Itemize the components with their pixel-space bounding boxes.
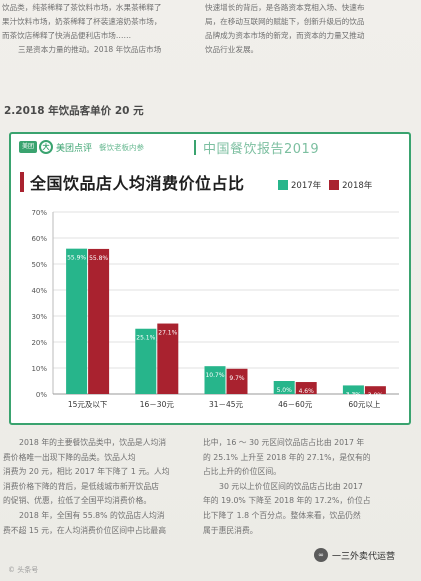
legend-label-2017: 2017年 [291, 181, 322, 191]
legend-item-2017: 2017年 [278, 179, 321, 191]
legend-item-2018: 2018年 [329, 179, 372, 191]
data-label: 3.3% [346, 391, 362, 398]
chart-frame: 美团 大 美团点评 餐饮老板内参 中国餐饮报告2019 全国饮品店人均消费价位占… [9, 132, 411, 425]
y-tick-label: 60% [31, 235, 47, 243]
y-tick-label: 50% [31, 261, 47, 269]
x-tick-label: 60元以上 [348, 400, 381, 409]
bar-2018年-46－60元 [295, 382, 317, 394]
bar-chart-plot: 0% 10% 20% 30% 40% 50% 60% 70% 55.9% 55.8% 15元及以下 2… [31, 209, 399, 409]
text-line: 年的 19.0% 下降至 2018 年的 17.2%，价位占 [203, 496, 371, 506]
text-line: 消费价格下降的背后，是低线城市新开饮品店 [3, 481, 159, 491]
section-heading: 2.2018 年饮品客单价 20 元 [4, 105, 144, 117]
bar-2018年-60元以上 [364, 386, 386, 394]
y-tick-label: 20% [31, 339, 47, 347]
bar-2017年-31－45元 [204, 366, 226, 394]
frame-header: 美团 大 美团点评 餐饮老板内参 中国餐饮报告2019 [11, 134, 409, 160]
text-line: 果汁饮料市场，奶茶稀释了杯装速溶奶茶市场， [2, 17, 162, 26]
x-tick-label: 31－45元 [209, 400, 244, 409]
data-label: 3.0% [368, 392, 384, 399]
bar-2017年-16－30元 [135, 328, 157, 394]
title-marker [20, 172, 24, 192]
text-line: 的 25.1% 上升至 2018 年的 27.1%，是仅有的 [203, 452, 371, 462]
text-line: 快速增长的背后，是各路资本竞相入场、快速布 [205, 3, 365, 12]
bar-2017年-46－60元 [273, 381, 295, 394]
text-line: 比中，16 ～ 30 元区间饮品店占比由 2017 年 [203, 438, 365, 447]
legend-label-2018: 2018年 [342, 181, 373, 191]
text-line: 2018 年，全国有 55.8% 的饮品店人均消 [19, 510, 165, 520]
data-label: 10.7% [205, 372, 224, 379]
bar-2018年-31－45元 [226, 368, 248, 394]
bar-2017年-60元以上 [342, 385, 364, 394]
legend-swatch-2018 [329, 180, 340, 190]
x-tick-label: 15元及以下 [68, 400, 108, 409]
chart-legend: 2017年 2018年 [278, 178, 380, 192]
body-text-right: 比中，16 ～ 30 元区间饮品店占比由 2017 年 的 25.1% 上升至 … [203, 436, 411, 538]
text-line: 费不超 15 元，在人均消费价位区间中占比最高 [3, 525, 167, 535]
wechat-account-icon: ∞ [314, 548, 328, 562]
data-label: 55.8% [89, 255, 108, 262]
header-divider [194, 140, 196, 155]
bar-2018年-16－30元 [157, 323, 179, 394]
text-line: 饮品行业发展。 [205, 45, 259, 54]
y-tick-label: 0% [36, 391, 47, 399]
text-line: 三是资本力量的推动。2018 年饮品店市场 [18, 45, 162, 54]
text-line: 比下降了 1.8 个百分点。整体来看，饮品仍然 [203, 510, 361, 520]
legend-swatch-2017 [278, 180, 288, 190]
text-line: 费价格唯一出现下降的品类。饮品人均 [3, 452, 136, 462]
text-line: 饮品类，纯茶稀释了茶饮料市场，水果茶稀释了 [2, 3, 162, 12]
text-line: 30 元以上价位区间的饮品店占比由 2017 [219, 481, 363, 491]
y-tick-label: 40% [31, 287, 47, 295]
y-tick-label: 30% [31, 313, 47, 321]
chart-title: 全国饮品店人均消费价位占比 [30, 174, 245, 193]
watermark-left: © 头条号 [8, 566, 39, 574]
data-label: 4.6% [299, 388, 315, 395]
text-line: 属于惠民消费。 [203, 525, 258, 535]
brand-badge-icon: 大 [39, 140, 53, 154]
data-label: 27.1% [158, 330, 177, 337]
top-text-right: 快速增长的背后，是各路资本竞相入场、快速布 局，在移动互联网的赋能下，创新升级后… [205, 1, 411, 57]
text-line: 而茶饮店稀释了快消品便利店市场…… [2, 31, 132, 40]
brand-series: 餐饮老板内参 [99, 143, 144, 152]
bar-2017年-15元及以下 [66, 248, 88, 394]
bar-2018年-15元及以下 [88, 248, 110, 394]
text-line: 占比上升的价位区间。 [203, 467, 281, 477]
y-tick-label: 10% [31, 365, 47, 373]
text-line: 品牌成为资本市场的新宠，而资本的力量又推动 [205, 31, 365, 40]
data-label: 25.1% [136, 335, 155, 342]
body-text-left: 2018 年的主要餐饮品类中，饮品是人均消 费价格唯一出现下降的品类。饮品人均 … [3, 436, 199, 538]
text-line: 消费为 20 元，相比 2017 年下降了 1 元。人均 [3, 467, 170, 477]
x-tick-label: 46－60元 [278, 400, 313, 409]
y-tick-label: 70% [31, 209, 47, 217]
brand-name: 美团点评 [56, 144, 93, 154]
text-line: 的促销、优惠，拉低了全国平均消费价格。 [3, 496, 152, 506]
top-text-columns: 饮品类，纯茶稀释了茶饮料市场，水果茶稀释了 果汁饮料市场，奶茶稀释了杯装速溶奶茶… [0, 0, 421, 70]
watermark-right: ∞ 一三外卖代运营 [314, 548, 395, 562]
watermark-account-name: 一三外卖代运营 [332, 551, 396, 562]
data-label: 9.7% [229, 375, 245, 382]
report-title: 中国餐饮报告2019 [203, 142, 320, 157]
data-label: 55.9% [67, 255, 86, 262]
text-line: 2018 年的主要餐饮品类中，饮品是人均消 [19, 438, 167, 447]
x-tick-label: 16－30元 [140, 400, 175, 409]
text-line: 局，在移动互联网的赋能下，创新升级后的饮品 [205, 17, 365, 26]
brand-logo: 美团 [19, 141, 37, 153]
top-text-left: 饮品类，纯茶稀释了茶饮料市场，水果茶稀释了 果汁饮料市场，奶茶稀释了杯装速溶奶茶… [2, 1, 198, 57]
data-label: 5.0% [277, 387, 293, 394]
